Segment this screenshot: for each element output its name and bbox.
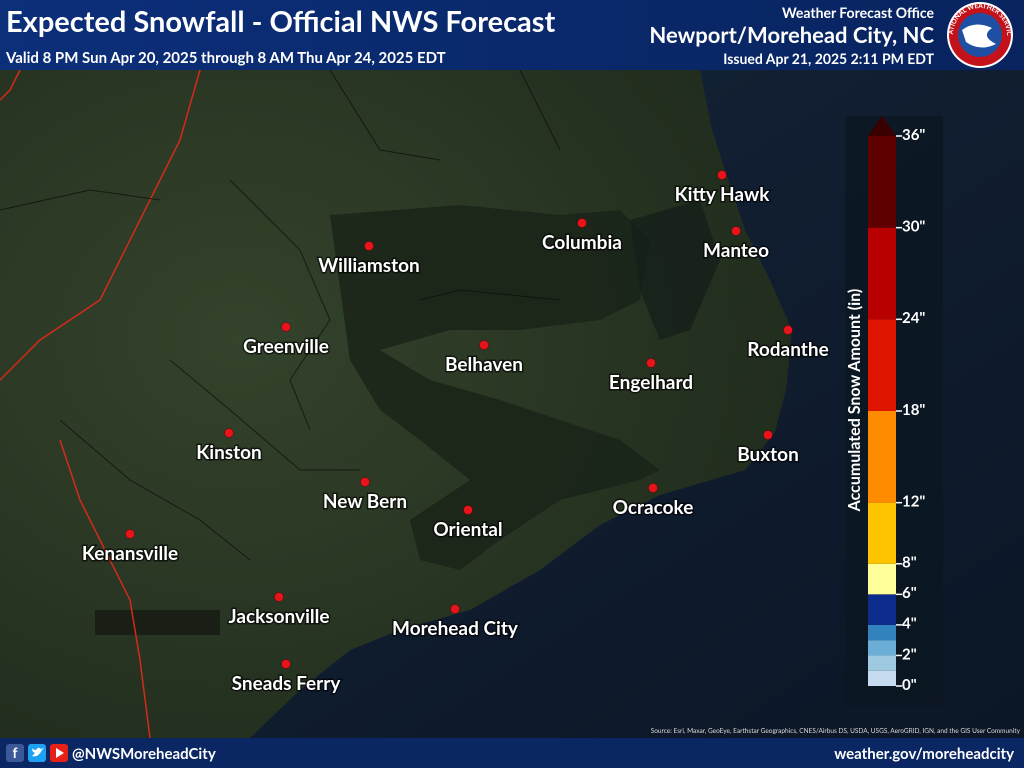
legend-bin	[868, 670, 896, 686]
legend-bin	[868, 655, 896, 671]
city-label: Ocracoke	[613, 496, 694, 519]
legend-title: Accumulated Snow Amount (in)	[845, 289, 864, 513]
city-marker	[274, 592, 284, 602]
legend-over-arrow	[868, 116, 896, 136]
city-label: Columbia	[542, 231, 622, 254]
legend-tick-label: 8"	[902, 554, 917, 572]
city-marker	[577, 218, 587, 228]
website-link[interactable]: weather.gov/moreheadcity	[834, 745, 1014, 763]
sound-water	[330, 205, 660, 570]
legend-tick-label: 2"	[902, 645, 917, 663]
map-source: Source: Esri, Maxar, GeoEye, Earthstar G…	[651, 728, 1021, 735]
legend: 0" 2" 4" 6" 8" 12" 18" 24" 30" 36" Accumulated Sno…	[845, 116, 925, 694]
valid-period: Valid 8 PM Sun Apr 20, 2025 through 8 AM…	[5, 49, 446, 67]
legend-tick-label: 36"	[902, 126, 925, 144]
legend-bin	[868, 563, 896, 595]
title: Expected Snowfall - Official NWS Forecas…	[6, 4, 556, 39]
city-marker	[731, 226, 741, 236]
city-marker	[450, 604, 460, 614]
city-label: Belhaven	[445, 353, 523, 376]
city-marker	[717, 170, 727, 180]
legend-bin	[868, 640, 896, 656]
legend-bin	[868, 411, 896, 503]
facebook-glyph: f	[12, 744, 17, 761]
city-label: Williamston	[318, 254, 420, 277]
sound-water	[630, 200, 720, 340]
city-label: Greenville	[243, 335, 329, 358]
city-marker	[648, 483, 658, 493]
legend-bin	[868, 594, 896, 625]
header-bar	[0, 0, 1024, 70]
city-marker	[125, 529, 135, 539]
county-lines	[0, 69, 561, 561]
city-label: Manteo	[703, 239, 769, 262]
legend-bin	[868, 319, 896, 411]
city-marker	[360, 477, 370, 487]
city-label: Jacksonville	[229, 605, 330, 628]
issued-time: Issued Apr 21, 2025 2:11 PM EDT	[723, 50, 934, 67]
city-label: Buxton	[737, 443, 799, 466]
city-label: Rodanthe	[747, 338, 828, 361]
office-name: Newport/Morehead City, NC	[649, 21, 934, 48]
twitter-glyph	[32, 747, 44, 757]
city-label: Kinston	[196, 441, 262, 464]
map-tile	[95, 610, 220, 635]
city-marker	[763, 430, 773, 440]
legend-bin	[868, 136, 896, 228]
youtube-glyph	[56, 748, 64, 758]
city-marker	[646, 358, 656, 368]
cities: Kitty Hawk Columbia Williamston Manteo Green…	[80, 170, 830, 697]
city-marker	[281, 322, 291, 332]
legend-tick-label: 6"	[902, 584, 917, 602]
legend-bin	[868, 502, 896, 564]
city-marker	[364, 241, 374, 251]
city-label: Sneads Ferry	[232, 672, 342, 695]
legend-tick-label: 4"	[902, 615, 917, 633]
legend-tick-label: 18"	[902, 401, 925, 419]
legend-tick-label: 12"	[902, 493, 925, 511]
legend-bin	[868, 624, 896, 641]
legend-tick-label: 24"	[902, 309, 925, 327]
footer-bar	[0, 738, 1024, 768]
city-marker	[479, 340, 489, 350]
city-label: Kenansville	[82, 542, 178, 565]
legend-bin	[868, 227, 896, 320]
city-label: Morehead City	[392, 617, 519, 640]
region-border	[0, 69, 151, 739]
legend-tick-label: 0"	[902, 676, 917, 694]
city-label: Kitty Hawk	[675, 183, 771, 206]
legend-tick-label: 30"	[902, 218, 925, 236]
city-label: New Bern	[323, 490, 407, 513]
region-border	[0, 69, 201, 381]
social-handle[interactable]: @NWSMoreheadCity	[72, 745, 216, 763]
city-label: Engelhard	[609, 371, 693, 394]
city-label: Oriental	[433, 518, 502, 541]
city-marker	[783, 325, 793, 335]
city-marker	[224, 428, 234, 438]
city-marker	[463, 505, 473, 515]
city-marker	[281, 659, 291, 669]
office-label: Weather Forecast Office	[782, 4, 935, 21]
facebook-icon[interactable]	[6, 744, 24, 762]
